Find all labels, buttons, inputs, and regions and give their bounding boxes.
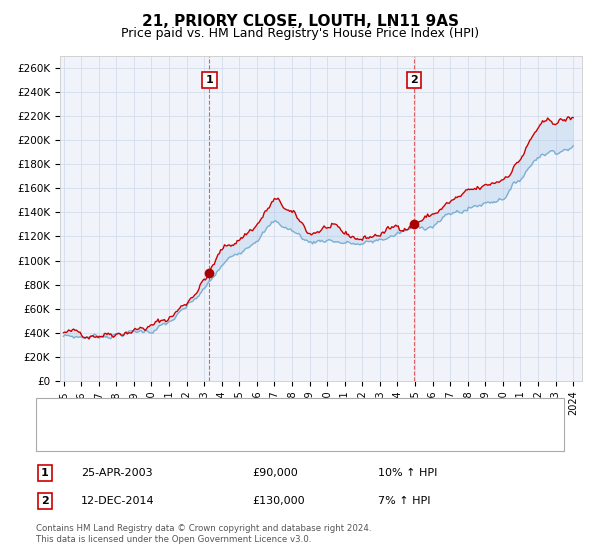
- Text: 12-DEC-2014: 12-DEC-2014: [81, 496, 155, 506]
- Text: HPI: Average price, semi-detached house, East Lindsey: HPI: Average price, semi-detached house,…: [99, 432, 386, 442]
- Text: Contains HM Land Registry data © Crown copyright and database right 2024.: Contains HM Land Registry data © Crown c…: [36, 524, 371, 533]
- Text: £90,000: £90,000: [252, 468, 298, 478]
- Text: 1: 1: [206, 75, 213, 85]
- Text: ————: ————: [54, 431, 104, 444]
- Text: 10% ↑ HPI: 10% ↑ HPI: [378, 468, 437, 478]
- Text: 2: 2: [410, 75, 418, 85]
- Text: Price paid vs. HM Land Registry's House Price Index (HPI): Price paid vs. HM Land Registry's House …: [121, 27, 479, 40]
- Text: 7% ↑ HPI: 7% ↑ HPI: [378, 496, 431, 506]
- Text: ————: ————: [54, 406, 104, 419]
- Text: This data is licensed under the Open Government Licence v3.0.: This data is licensed under the Open Gov…: [36, 535, 311, 544]
- Text: 2: 2: [41, 496, 49, 506]
- Text: 1: 1: [41, 468, 49, 478]
- Text: 25-APR-2003: 25-APR-2003: [81, 468, 152, 478]
- Text: 21, PRIORY CLOSE, LOUTH, LN11 9AS: 21, PRIORY CLOSE, LOUTH, LN11 9AS: [142, 14, 458, 29]
- Text: £130,000: £130,000: [252, 496, 305, 506]
- Text: 21, PRIORY CLOSE, LOUTH, LN11 9AS (semi-detached house): 21, PRIORY CLOSE, LOUTH, LN11 9AS (semi-…: [99, 408, 416, 418]
